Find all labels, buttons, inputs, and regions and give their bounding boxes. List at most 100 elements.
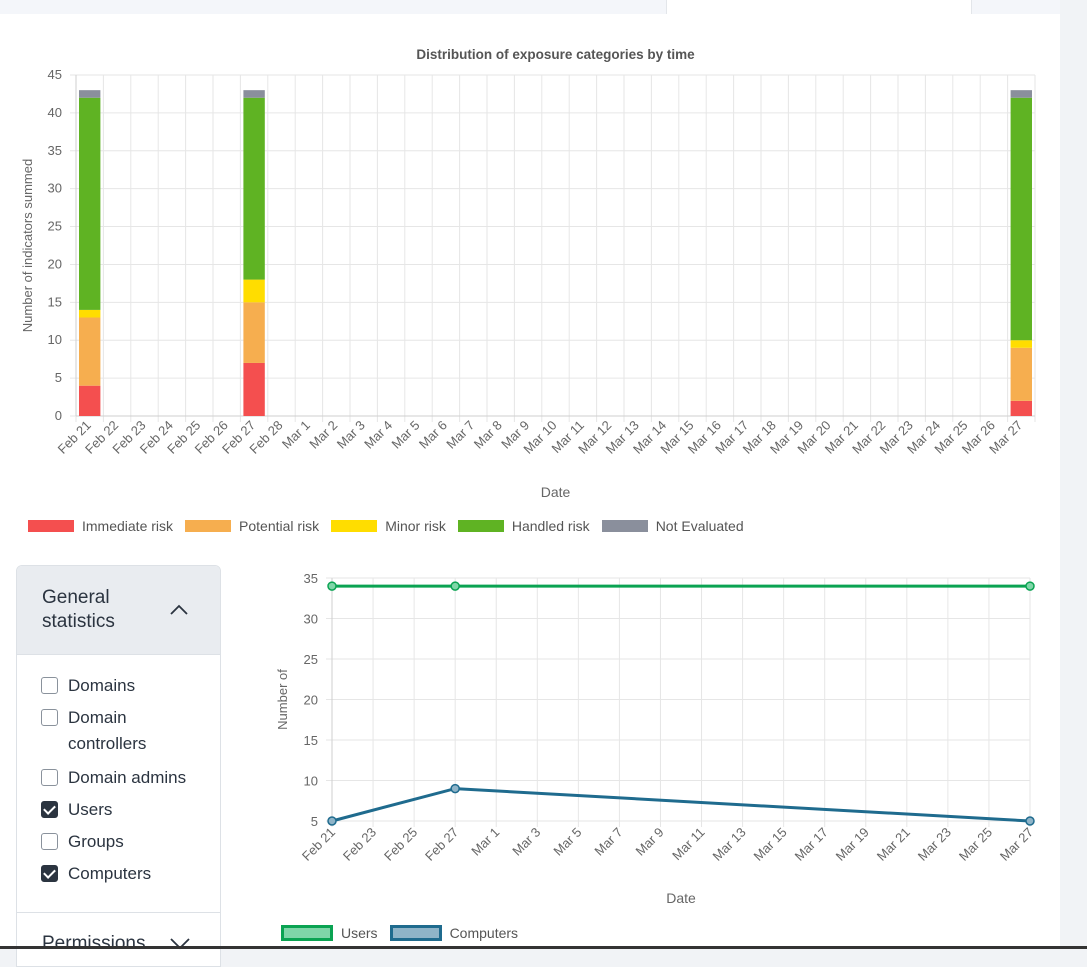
y-tick-label: 15 — [48, 294, 62, 309]
general-statistics-header[interactable]: General statistics — [17, 566, 220, 655]
permissions-title: Permissions — [42, 933, 146, 954]
chevron-up-icon[interactable] — [169, 600, 189, 620]
stat-option-label: Domain controllers — [68, 708, 147, 753]
x-tick-label: Mar 2 — [306, 418, 340, 452]
legend-item[interactable]: Handled risk — [457, 518, 590, 534]
y-tick-label: 5 — [55, 370, 62, 385]
x-tick-label: Mar 15 — [751, 825, 790, 864]
x-tick-label: Feb 21 — [299, 825, 338, 864]
y-tick-label: 45 — [48, 67, 62, 82]
general-statistics-title: General statistics — [42, 587, 115, 632]
y-tick-label: 20 — [48, 256, 62, 271]
right-gutter — [1060, 0, 1087, 949]
x-tick-label: Mar 3 — [334, 418, 368, 452]
y-axis-title: Number of indicators summed — [20, 159, 35, 332]
stat-option-label: Domains — [68, 676, 136, 695]
bar-segment — [243, 97, 265, 280]
checkbox-checked[interactable] — [41, 865, 58, 882]
checkbox[interactable] — [41, 709, 58, 726]
data-point — [1025, 581, 1035, 591]
bar-segment — [79, 385, 101, 416]
x-tick-label: Mar 7 — [591, 825, 625, 859]
y-tick-label: 30 — [48, 181, 62, 196]
y-axis-title: Number of — [275, 669, 290, 730]
stat-option[interactable]: Domains — [41, 675, 220, 697]
chevron-down-icon[interactable] — [169, 933, 191, 953]
y-tick-label: 5 — [311, 814, 318, 829]
x-tick-label: Mar 13 — [709, 825, 748, 864]
permissions-header[interactable]: Permissions — [17, 912, 220, 966]
data-point — [1025, 816, 1035, 826]
y-tick-label: 35 — [48, 143, 62, 158]
legend-swatch — [185, 520, 232, 532]
exposure-legend: Immediate risk Potential risk Minor risk Ha… — [28, 518, 756, 534]
y-tick-label: 10 — [48, 332, 62, 347]
x-tick-label: Mar 21 — [874, 825, 913, 864]
x-tick-label: Mar 25 — [956, 825, 995, 864]
x-tick-label: Feb 25 — [381, 825, 420, 864]
stat-option-label: Users — [68, 800, 113, 819]
bar-segment — [1010, 90, 1032, 98]
legend-item[interactable]: Not Evaluated — [601, 518, 744, 534]
stat-option-label: Domain admins — [68, 768, 187, 787]
x-tick-label: Mar 1 — [279, 418, 313, 452]
checkbox[interactable] — [41, 769, 58, 786]
x-tick-label: Mar 5 — [389, 418, 423, 452]
checkbox[interactable] — [41, 833, 58, 850]
x-tick-label: Mar 1 — [468, 825, 502, 859]
legend-item[interactable]: Users — [281, 925, 378, 941]
legend-item[interactable]: Minor risk — [331, 518, 446, 534]
legend-swatch — [457, 520, 504, 532]
y-tick-label: 10 — [304, 774, 318, 789]
bar-segment — [1010, 97, 1032, 341]
stats-sidebar: General statistics Domains Domain control… — [16, 565, 221, 967]
x-tick-label: Mar 27 — [997, 825, 1036, 864]
legend-label: Potential risk — [239, 518, 320, 534]
legend-label: Minor risk — [385, 518, 446, 534]
legend-label: Users — [341, 925, 378, 941]
legend-label: Immediate risk — [82, 518, 174, 534]
legend-swatch — [331, 520, 378, 532]
exposure-chart: Distribution of exposure categories by t… — [20, 47, 1036, 500]
stat-option[interactable]: Groups — [41, 831, 220, 853]
legend-item[interactable]: Immediate risk — [28, 518, 173, 534]
checkbox[interactable] — [41, 677, 58, 694]
bar-segment — [1010, 400, 1032, 416]
stat-option[interactable]: Users — [41, 799, 220, 821]
bar-segment — [79, 317, 101, 386]
bar-segment — [79, 309, 101, 318]
bar-segment — [79, 90, 101, 98]
x-tick-label: Mar 5 — [550, 825, 584, 859]
stat-option[interactable]: Computers — [41, 863, 220, 885]
stat-option-label: Computers — [68, 864, 152, 883]
y-tick-label: 35 — [304, 571, 318, 586]
y-tick-label: 25 — [304, 652, 318, 667]
x-tick-label: Feb 27 — [422, 825, 461, 864]
bar-segment — [243, 302, 265, 363]
x-axis-title: Date — [666, 890, 696, 906]
x-tick-label: Feb 23 — [340, 825, 379, 864]
top-tab[interactable] — [666, 0, 972, 14]
series-line — [331, 787, 1031, 823]
bar-segment — [243, 90, 265, 98]
checkbox-checked[interactable] — [41, 801, 58, 818]
y-tick-label: 20 — [304, 693, 318, 708]
y-tick-label: 40 — [48, 105, 62, 120]
stat-option[interactable]: Domain controllers — [41, 707, 220, 757]
legend-label: Handled risk — [511, 518, 590, 534]
data-point — [450, 783, 460, 794]
legend-item[interactable]: Potential risk — [185, 518, 319, 534]
bar-segment — [1010, 340, 1032, 348]
legend-label: Not Evaluated — [655, 518, 744, 534]
legend-item[interactable]: Computers — [389, 925, 518, 941]
data-point — [450, 581, 460, 591]
bar-segment — [243, 362, 265, 416]
stat-option[interactable]: Domain admins — [41, 767, 220, 789]
legend-swatch — [389, 925, 442, 941]
legend-swatch — [28, 520, 74, 532]
x-tick-label: Mar 9 — [632, 825, 666, 859]
stats-checkbox-list: Domains Domain controllers Domain admins Us… — [17, 655, 220, 885]
x-tick-label: Mar 7 — [443, 418, 477, 452]
x-tick-label: Mar 4 — [361, 418, 395, 452]
x-tick-label: Mar 17 — [792, 825, 831, 864]
